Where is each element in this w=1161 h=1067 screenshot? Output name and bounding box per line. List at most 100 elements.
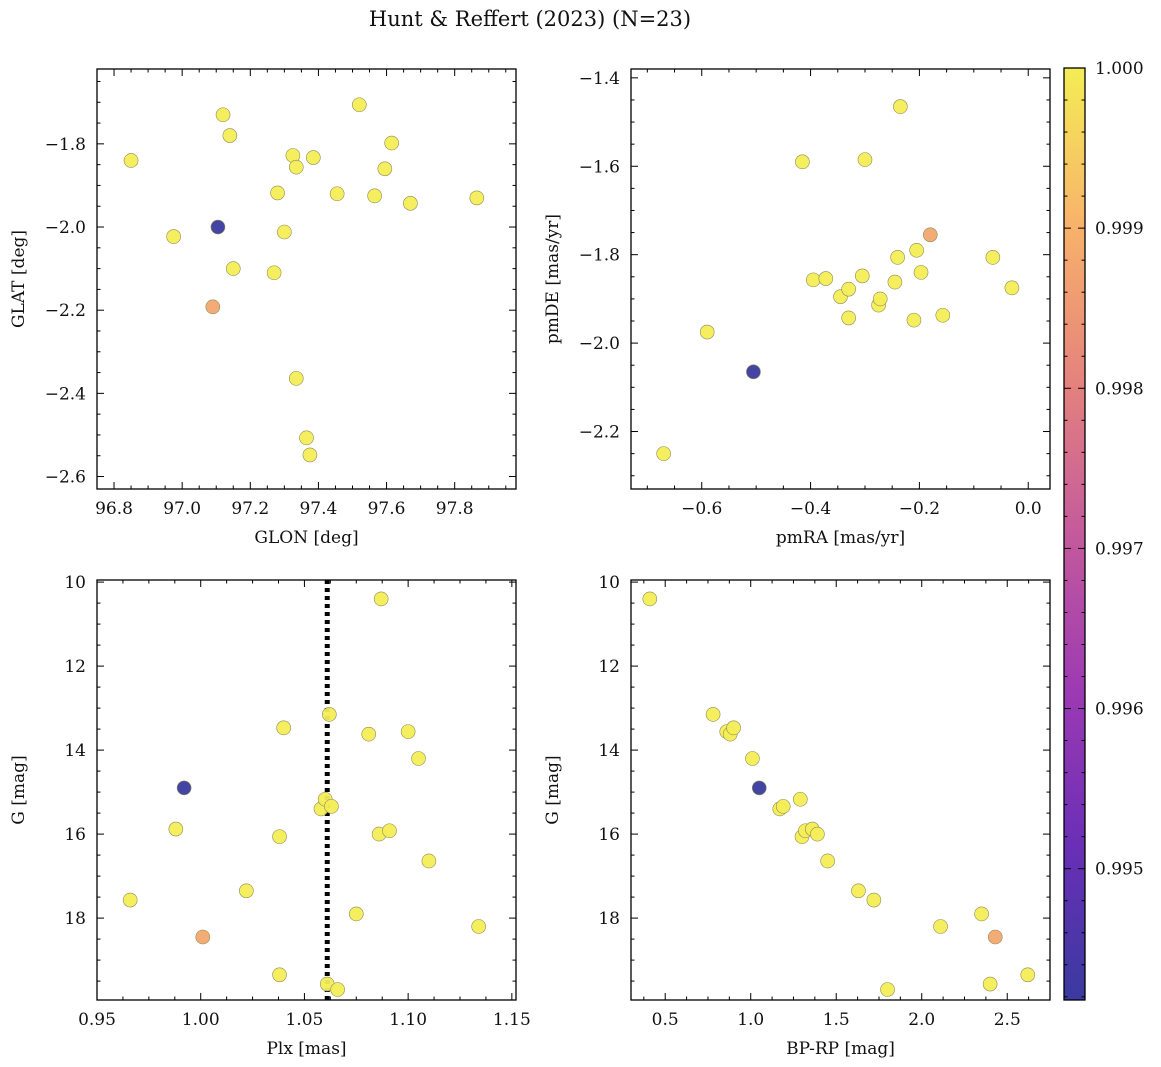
data-point <box>746 364 761 380</box>
x-axis-label: BP-RP [mag] <box>786 1039 895 1059</box>
data-point <box>987 929 1003 945</box>
data-point <box>377 161 393 177</box>
y-tick-label: −2.4 <box>45 384 86 404</box>
y-tick-label: 10 <box>598 573 620 593</box>
data-point <box>382 823 397 839</box>
y-tick-label: −2.2 <box>45 301 86 321</box>
y-tick-label: 12 <box>64 657 86 677</box>
colorbar-tick-label: 0.999 <box>1095 219 1144 239</box>
y-axis-label: G [mag] <box>9 755 29 824</box>
data-point <box>1020 967 1036 983</box>
y-tick-label: −1.8 <box>579 246 620 266</box>
x-tick-label: 97.8 <box>436 499 474 519</box>
x-tick-label: 0.95 <box>78 1010 116 1030</box>
data-point <box>872 291 888 307</box>
data-point <box>906 312 922 328</box>
x-tick-label: 97.0 <box>163 499 201 519</box>
y-tick-label: 14 <box>64 741 86 761</box>
y-tick-label: 16 <box>64 825 86 845</box>
y-tick-label: −2.0 <box>579 334 620 354</box>
x-axis-label: GLON [deg] <box>254 528 358 548</box>
y-tick-label: −2.2 <box>579 423 620 443</box>
x-tick-label: 97.6 <box>368 499 406 519</box>
data-point <box>893 99 908 114</box>
y-tick-label: −2.0 <box>45 218 86 238</box>
x-tick-label: 0.5 <box>652 1010 679 1030</box>
data-point <box>866 892 882 908</box>
data-point <box>922 227 938 243</box>
x-tick-label: −0.6 <box>681 499 722 519</box>
data-point <box>205 299 221 315</box>
data-point <box>122 892 138 908</box>
ticks <box>96 69 516 489</box>
data-point <box>330 982 345 997</box>
data-point <box>726 720 741 736</box>
y-axis-label: pmDE [mas/yr] <box>543 214 563 344</box>
x-tick-label: −0.2 <box>899 499 940 519</box>
data-point <box>215 107 231 123</box>
data-point <box>195 929 211 945</box>
panel-color-magnitude: 0.5 1.0 1.5 2.0 2.5 10 12 14 16 18 BP-RP [mag] G [m… <box>543 573 1051 1059</box>
data-point <box>841 281 856 297</box>
panel-sky-position: 96.8 97.0 97.2 97.4 97.6 97.8 −1.8 −2.0 −2.2 −2.4… <box>9 68 517 548</box>
data-points <box>642 591 1036 997</box>
data-point <box>880 982 895 997</box>
x-tick-label: 1.00 <box>182 1010 220 1030</box>
data-point <box>272 967 287 983</box>
data-point <box>1004 280 1020 296</box>
data-point <box>820 853 835 869</box>
colorbar-tick-label: 1.000 <box>1095 59 1144 79</box>
data-point <box>699 324 715 340</box>
x-axis-label: Plx [mas] <box>266 1039 346 1059</box>
data-point <box>222 128 238 143</box>
axes-frame <box>96 68 517 490</box>
data-point <box>642 591 658 607</box>
x-tick-label: 2.0 <box>908 1010 935 1030</box>
panel-proper-motion: −0.6 −0.4 −0.2 0.0 −1.4 −1.6 −1.8 −2.0 −2.2 pmRA … <box>543 68 1051 548</box>
data-point <box>348 906 364 922</box>
data-point <box>982 976 998 992</box>
axes-frame <box>630 68 1051 490</box>
data-point <box>705 707 721 722</box>
data-point <box>793 791 808 807</box>
data-point <box>933 919 948 934</box>
data-point <box>168 821 184 837</box>
data-point <box>411 751 426 766</box>
data-point <box>851 883 866 899</box>
data-point <box>288 159 304 175</box>
data-point <box>166 229 181 244</box>
y-tick-label: 14 <box>598 741 620 761</box>
data-point <box>403 196 418 211</box>
colorbar-gradient <box>1063 67 1086 1001</box>
data-point <box>471 919 486 934</box>
x-tick-label: 97.4 <box>299 499 337 519</box>
x-tick-label: −0.4 <box>790 499 831 519</box>
data-point <box>810 826 825 842</box>
data-point <box>373 591 389 607</box>
y-tick-label: 10 <box>64 573 86 593</box>
x-axis-label: pmRA [mas/yr] <box>776 528 905 548</box>
data-point <box>751 780 767 796</box>
data-point <box>176 780 192 796</box>
colorbar: 0.995 0.996 0.997 0.998 0.999 1.000 <box>1063 59 1144 1001</box>
data-point <box>818 271 834 286</box>
data-point <box>270 185 285 201</box>
data-point <box>225 261 241 276</box>
data-point <box>306 150 321 165</box>
y-tick-label: −1.8 <box>45 135 86 155</box>
data-point <box>266 265 282 281</box>
data-point <box>210 219 226 235</box>
y-tick-label: 12 <box>598 657 620 677</box>
x-tick-label: 1.05 <box>285 1010 323 1030</box>
y-tick-label: 18 <box>64 909 86 929</box>
data-point <box>935 307 951 323</box>
data-point <box>656 446 671 461</box>
colorbar-tick-label: 0.996 <box>1095 700 1144 720</box>
data-point <box>841 310 856 326</box>
data-points <box>123 97 485 463</box>
data-point <box>469 190 485 206</box>
data-point <box>302 447 318 463</box>
x-tick-label: 1.10 <box>389 1010 427 1030</box>
data-point <box>384 135 399 151</box>
